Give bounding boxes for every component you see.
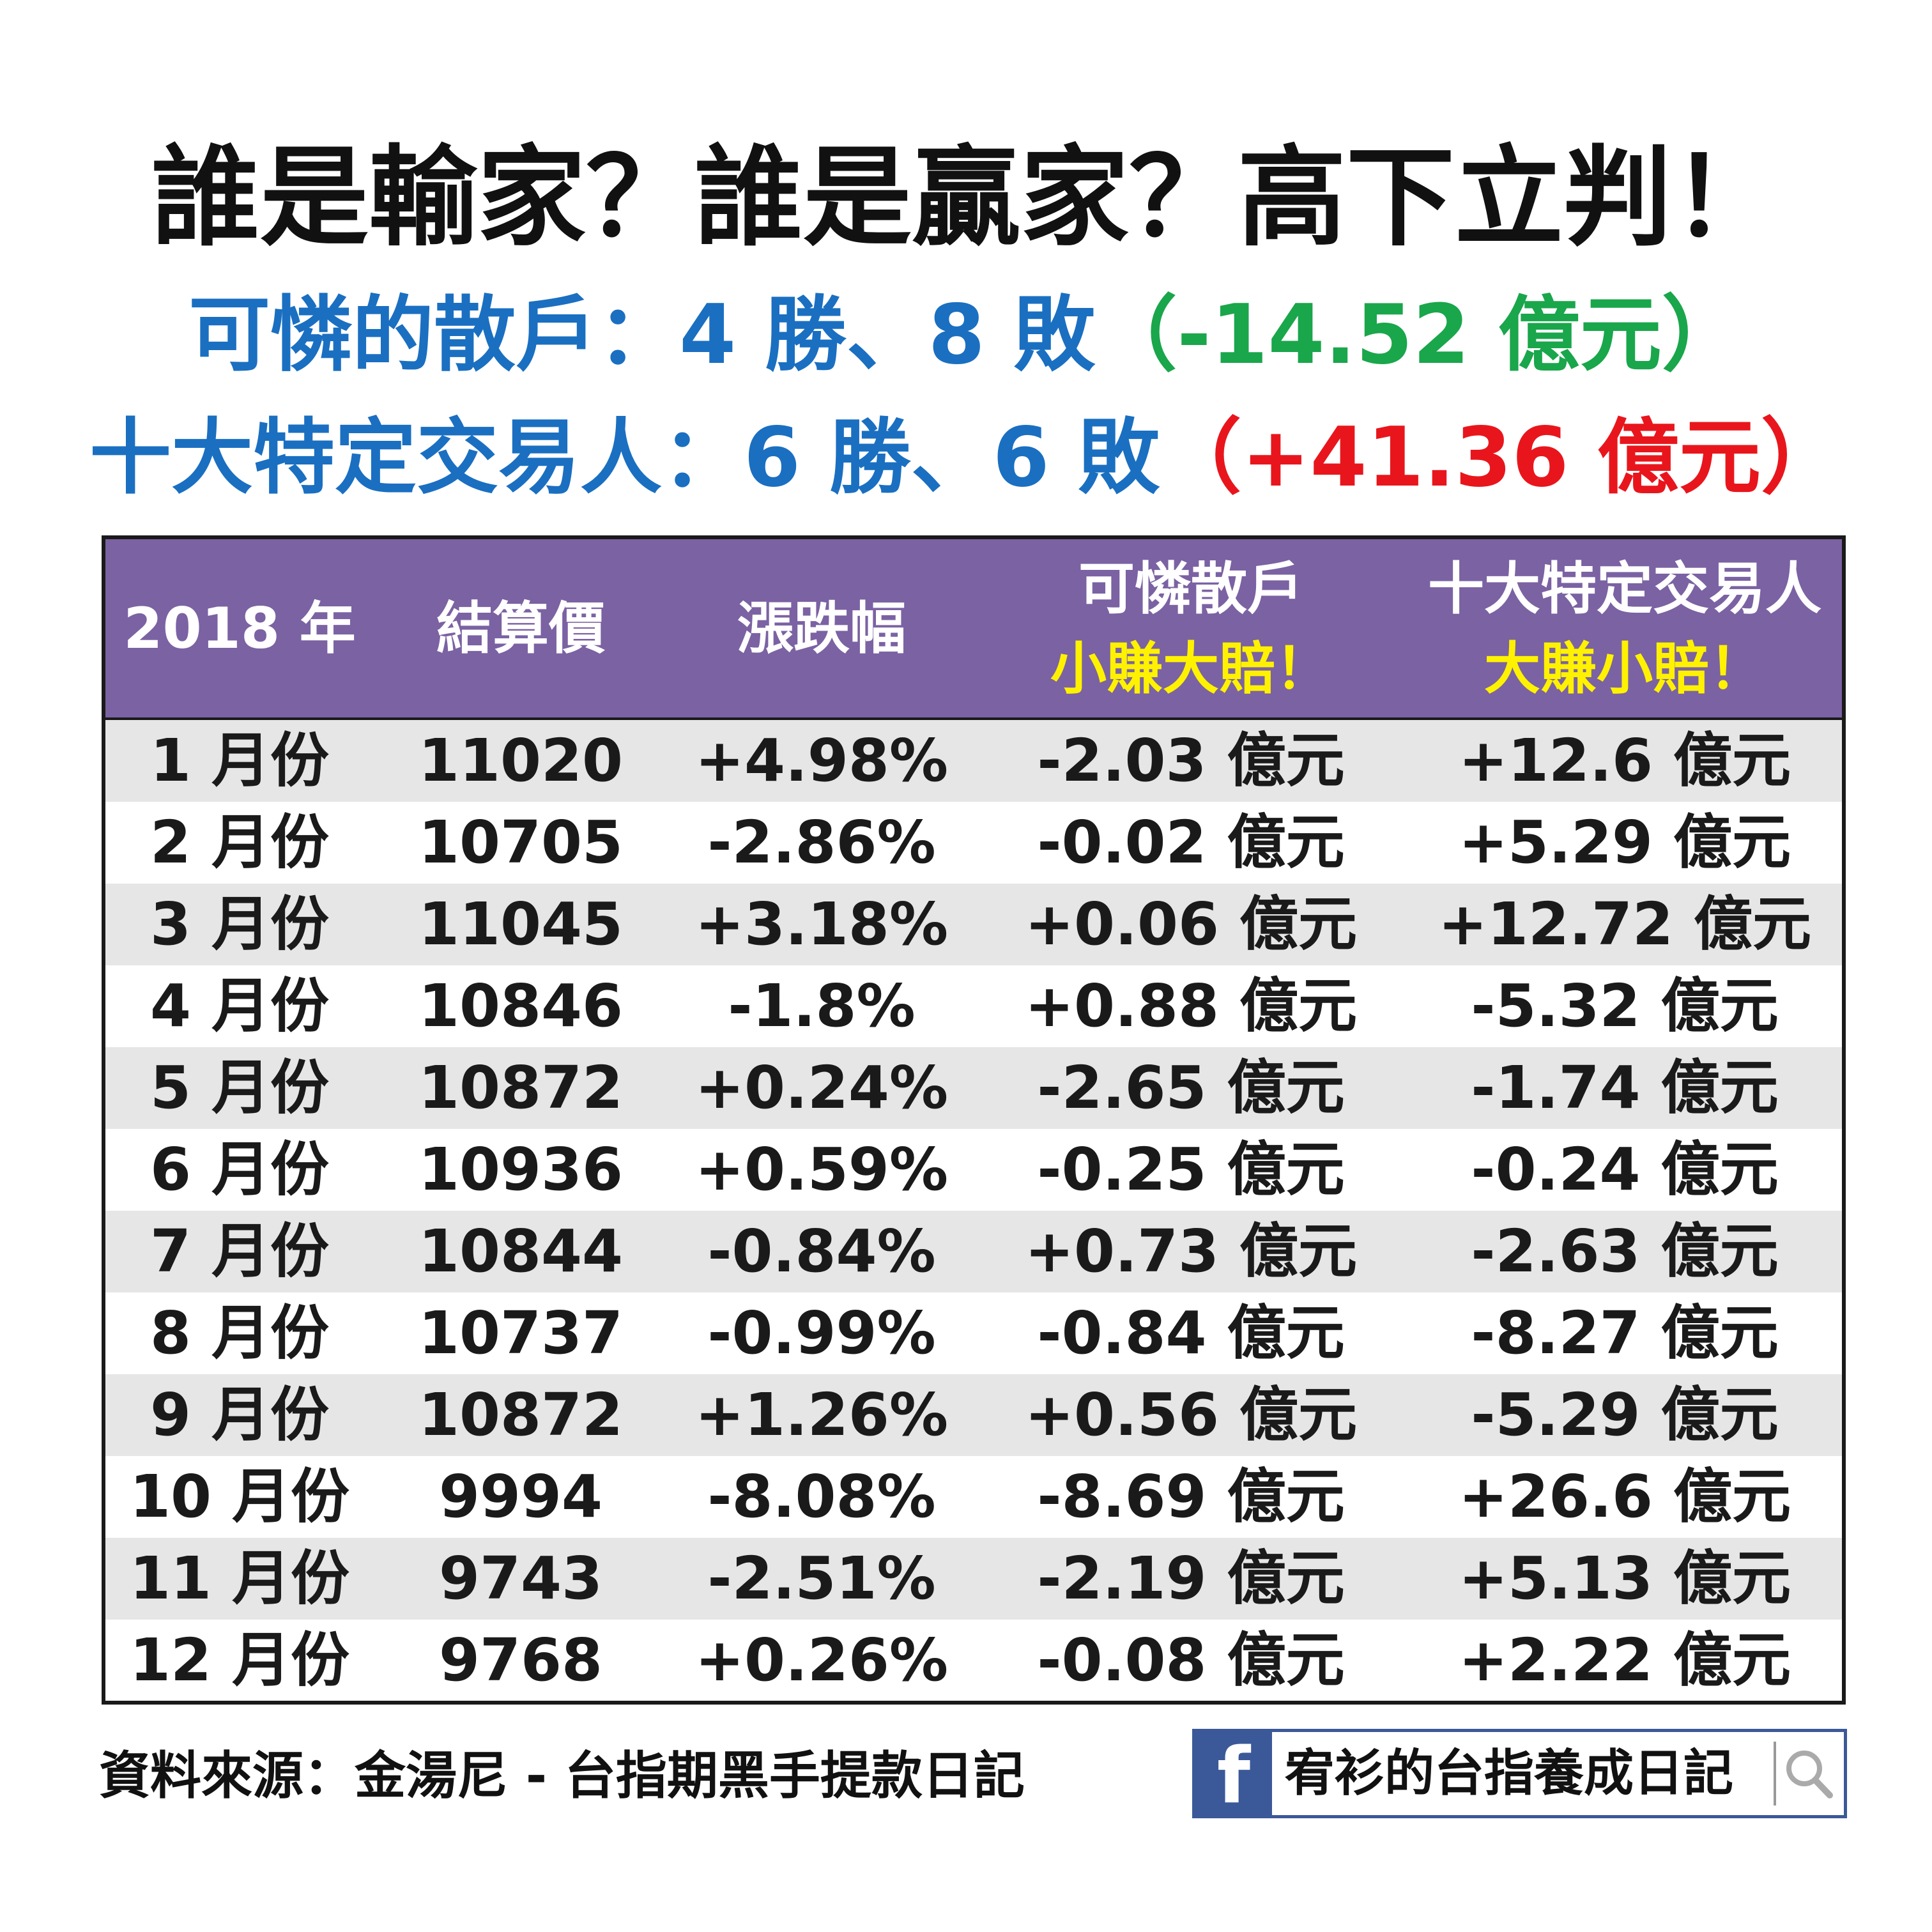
table-row: 3 月份 11045 +3.18% +0.06 億元 +12.72 億元	[105, 884, 1842, 965]
header-title: 漲跌幅	[737, 595, 906, 661]
table-row: 2 月份 10705 -2.86% -0.02 億元 +5.29 億元	[105, 802, 1842, 884]
table-cell: +1.26%	[694, 1381, 949, 1449]
header-cell: 2018 年	[105, 539, 374, 717]
summary-line: 可憐的散戶：4 勝、8 敗（-14.52 億元）	[0, 281, 1932, 390]
table-cell: -0.02 億元	[1037, 808, 1345, 877]
header-title: 十大特定交易人	[1427, 555, 1821, 622]
table-cell: 9994	[438, 1462, 603, 1531]
table-cell: +0.73 億元	[1024, 1217, 1358, 1285]
table-cell: -2.19 億元	[1037, 1544, 1345, 1613]
table-row: 7 月份 10844 -0.84% +0.73 億元 -2.63 億元	[105, 1211, 1842, 1292]
table-cell: 9768	[438, 1626, 603, 1694]
header-note: 大賺小賠！	[1483, 635, 1765, 702]
table-cell: 8 月份	[150, 1299, 330, 1367]
source: 資料來源：金湯尼 - 台指期黑手提款日記	[99, 1746, 1025, 1805]
table-cell: 12 月份	[129, 1626, 350, 1694]
table-cell: +12.6 億元	[1458, 726, 1791, 795]
table-cell: -2.03 億元	[1037, 726, 1345, 795]
table-row: 8 月份 10737 -0.99% -0.84 億元 -8.27 億元	[105, 1292, 1842, 1374]
table-cell: +0.06 億元	[1024, 890, 1358, 958]
table-cell: -0.24 億元	[1471, 1135, 1779, 1204]
summary-total: （+41.36 億元）	[1160, 410, 1843, 505]
table-row: 11 月份 9743 -2.51% -2.19 億元 +5.13 億元	[105, 1538, 1842, 1620]
table-cell: 10872	[418, 1054, 624, 1122]
table-cell: 1 月份	[150, 726, 330, 795]
table-row: 4 月份 10846 -1.8% +0.88 億元 -5.32 億元	[105, 965, 1842, 1047]
table: 2018 年結算價 漲跌幅 可憐散戶 小賺大賠！ 十大特定交易人 大賺小賠！ 1 月份 11…	[102, 535, 1846, 1705]
table-cell: 10737	[418, 1299, 624, 1367]
summary-total: （-14.52 億元）	[1095, 288, 1744, 383]
table-row: 10 月份 9994 -8.08% -8.69 億元 +26.6 億元	[105, 1456, 1842, 1538]
header-cell: 漲跌幅	[668, 539, 975, 717]
table-cell: +0.24%	[694, 1054, 949, 1122]
summary-text: 十大特定交易人：6 勝、6 敗	[89, 410, 1160, 505]
table-cell: -0.99%	[707, 1299, 936, 1367]
table-cell: +5.13 億元	[1458, 1544, 1791, 1613]
table-cell: -0.25 億元	[1037, 1135, 1345, 1204]
table-cell: 10705	[418, 808, 624, 877]
table-cell: -5.29 億元	[1471, 1381, 1779, 1449]
table-cell: 11 月份	[129, 1544, 350, 1613]
table-cell: 6 月份	[150, 1135, 330, 1204]
summary-line: 十大特定交易人：6 勝、6 敗（+41.36 億元）	[0, 404, 1932, 512]
table-cell: 11020	[418, 726, 624, 795]
badge: f 宥衫的台指養成日記	[1192, 1729, 1847, 1821]
badge-text: 宥衫的台指養成日記	[1285, 1745, 1734, 1802]
table-cell: 11045	[418, 890, 624, 958]
table-cell: -5.32 億元	[1471, 972, 1779, 1040]
table-row: 6 月份 10936 +0.59% -0.25 億元 -0.24 億元	[105, 1129, 1842, 1211]
table-cell: +3.18%	[694, 890, 949, 958]
table-cell: -0.84%	[707, 1217, 936, 1285]
header-cell: 可憐散戶小賺大賠！	[974, 539, 1408, 717]
header-title: 結算價	[436, 595, 605, 661]
table-header: 2018 年結算價 漲跌幅 可憐散戶 小賺大賠！ 十大特定交易人 大賺小賠！	[105, 539, 1842, 720]
header-title: 2018 年	[123, 595, 356, 661]
table-cell: +0.59%	[694, 1135, 949, 1204]
table-cell: -2.86%	[707, 808, 936, 877]
table-cell: -2.65 億元	[1037, 1054, 1345, 1122]
table-cell: 5 月份	[150, 1054, 330, 1122]
table-cell: -2.51%	[707, 1544, 936, 1613]
table-cell: -2.63 億元	[1471, 1217, 1779, 1285]
table-row: 5 月份 10872 +0.24% -2.65 億元 -1.74 億元	[105, 1047, 1842, 1129]
header-cell: 十大特定交易人 大賺小賠！	[1407, 539, 1842, 717]
table-row: 1 月份 11020 +4.98% -2.03 億元 +12.6 億元	[105, 720, 1842, 802]
table-row: 9 月份 10872 +1.26% +0.56 億元 -5.29 億元	[105, 1374, 1842, 1456]
table-cell: 4 月份	[150, 972, 330, 1040]
table-cell: 10872	[418, 1381, 624, 1449]
table-cell: 9743	[438, 1544, 603, 1613]
table-cell: +5.29 億元	[1458, 808, 1791, 877]
header-note: 小賺大賠！	[1050, 635, 1331, 702]
table-cell: +0.88 億元	[1024, 972, 1358, 1040]
table-cell: -1.74 億元	[1471, 1054, 1779, 1122]
table-cell: 9 月份	[150, 1381, 330, 1449]
table-cell: -8.27 億元	[1471, 1299, 1779, 1367]
table-cell: +2.22 億元	[1458, 1626, 1791, 1694]
table-cell: 7 月份	[150, 1217, 330, 1285]
title: 誰是輸家？誰是贏家？高下立判！	[151, 135, 1781, 261]
header-title: 可憐散戶	[1078, 555, 1303, 622]
table-cell: 10846	[418, 972, 624, 1040]
table-cell: 3 月份	[150, 890, 330, 958]
table-cell: +0.56 億元	[1024, 1381, 1358, 1449]
table-cell: -1.8%	[728, 972, 916, 1040]
table-cell: +0.26%	[694, 1626, 949, 1694]
summary-text: 可憐的散戶：4 勝、8 敗	[188, 288, 1096, 383]
table-cell: -0.08 億元	[1037, 1626, 1345, 1694]
table-cell: 2 月份	[150, 808, 330, 877]
table-cell: 10844	[418, 1217, 624, 1285]
table-cell: +12.72 億元	[1438, 890, 1812, 958]
table-cell: +4.98%	[694, 726, 949, 795]
table-cell: -8.69 億元	[1037, 1462, 1345, 1531]
table-cell: -8.08%	[707, 1462, 936, 1531]
facebook-icon: f	[1195, 1732, 1272, 1821]
table-cell: 10936	[418, 1135, 624, 1204]
table-cell: +26.6 億元	[1458, 1462, 1791, 1531]
table-row: 12 月份 9768 +0.26% -0.08 億元 +2.22 億元	[105, 1620, 1842, 1701]
table-cell: 10 月份	[129, 1462, 350, 1531]
table-cell: -0.84 億元	[1037, 1299, 1345, 1367]
header-cell: 結算價	[374, 539, 668, 717]
search-icon	[1774, 1742, 1833, 1805]
